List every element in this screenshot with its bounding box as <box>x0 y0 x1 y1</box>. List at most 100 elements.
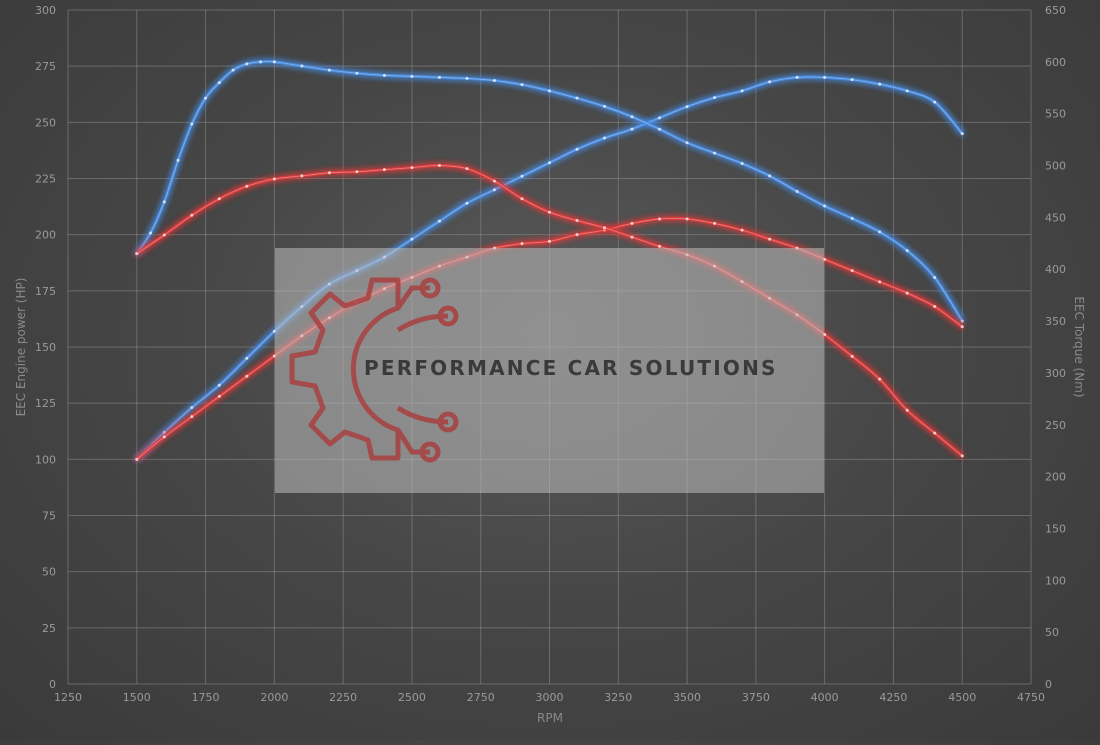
data-point <box>465 76 469 80</box>
data-point <box>259 60 263 64</box>
data-point <box>492 188 496 192</box>
data-point <box>630 115 634 119</box>
left-tick-label: 50 <box>42 566 56 579</box>
x-tick-label: 2000 <box>260 691 288 704</box>
data-point <box>231 68 235 72</box>
data-point <box>465 201 469 205</box>
x-tick-label: 3500 <box>673 691 701 704</box>
series-line <box>135 59 964 323</box>
data-point <box>437 219 441 223</box>
data-point <box>520 83 524 87</box>
right-axis-title: EEC Torque (Nm) <box>1072 296 1086 397</box>
data-point <box>905 249 909 253</box>
data-point <box>272 60 276 64</box>
data-point <box>905 408 909 412</box>
watermark: PERFORMANCE CAR SOLUTIONS <box>275 248 824 493</box>
watermark-text: PERFORMANCE CAR SOLUTIONS <box>364 356 778 380</box>
data-point <box>713 151 717 155</box>
data-point <box>465 167 469 171</box>
data-point <box>437 75 441 79</box>
data-point <box>135 252 139 256</box>
data-point <box>548 161 551 165</box>
data-point <box>878 230 882 234</box>
x-axis-title: RPM <box>537 711 563 725</box>
data-point <box>548 210 551 214</box>
right-tick-label: 150 <box>1045 522 1066 535</box>
data-point <box>960 132 964 136</box>
data-point <box>878 82 882 86</box>
tick-labels: 1250 1500 1750 2000 2250 2500 2750 3000 3250 3500… <box>35 4 1066 704</box>
data-point <box>603 136 607 140</box>
data-point <box>768 174 772 178</box>
data-point <box>768 80 772 84</box>
x-tick-label: 2250 <box>329 691 357 704</box>
data-point <box>685 217 689 221</box>
data-point <box>933 276 937 280</box>
x-tick-label: 4500 <box>948 691 976 704</box>
data-point <box>520 197 524 201</box>
data-point <box>713 96 717 100</box>
data-point <box>245 184 249 188</box>
left-tick-label: 125 <box>35 397 56 410</box>
data-point <box>850 269 854 273</box>
data-point <box>630 221 634 225</box>
left-tick-label: 300 <box>35 4 56 17</box>
right-tick-label: 100 <box>1045 574 1066 587</box>
data-point <box>685 105 689 109</box>
right-tick-label: 400 <box>1045 263 1066 276</box>
data-point <box>245 356 249 360</box>
data-point <box>300 64 304 68</box>
right-tick-label: 50 <box>1045 626 1059 639</box>
data-point <box>437 164 441 168</box>
data-point <box>905 89 909 93</box>
data-point <box>548 239 551 243</box>
data-point <box>190 415 194 419</box>
left-tick-label: 250 <box>35 116 56 129</box>
data-point <box>823 75 827 79</box>
data-point <box>492 79 496 83</box>
data-point <box>850 216 854 220</box>
right-tick-label: 600 <box>1045 56 1066 69</box>
x-tick-label: 4000 <box>811 691 839 704</box>
data-point <box>204 96 208 100</box>
data-point <box>685 141 689 145</box>
right-tick-label: 300 <box>1045 367 1066 380</box>
data-point <box>905 291 909 295</box>
data-point <box>272 177 276 181</box>
left-tick-label: 225 <box>35 173 56 186</box>
left-tick-label: 175 <box>35 285 56 298</box>
data-point <box>878 280 882 284</box>
left-tick-label: 75 <box>42 510 56 523</box>
x-tick-label: 3000 <box>536 691 564 704</box>
data-point <box>603 226 607 230</box>
data-point <box>190 122 194 126</box>
data-point <box>548 89 551 93</box>
left-tick-label: 0 <box>49 678 56 691</box>
data-point <box>190 213 194 217</box>
data-point <box>768 237 772 241</box>
right-tick-label: 550 <box>1045 108 1066 121</box>
data-point <box>740 89 744 93</box>
data-point <box>190 406 194 410</box>
data-point <box>933 431 937 435</box>
data-point <box>713 221 717 225</box>
data-point <box>217 81 221 85</box>
data-point <box>850 354 854 358</box>
data-point <box>740 228 744 232</box>
data-point <box>149 231 153 235</box>
x-tick-label: 1750 <box>192 691 220 704</box>
data-point <box>878 377 882 381</box>
series-highlight <box>136 61 963 322</box>
data-point <box>575 233 579 237</box>
right-tick-label: 450 <box>1045 211 1066 224</box>
data-point <box>410 166 414 170</box>
data-point <box>162 435 166 439</box>
data-point <box>355 71 359 75</box>
grid-lines <box>67 9 1032 685</box>
data-point <box>960 319 964 323</box>
left-tick-label: 150 <box>35 341 56 354</box>
data-point <box>355 170 359 174</box>
series-0 <box>135 75 964 461</box>
